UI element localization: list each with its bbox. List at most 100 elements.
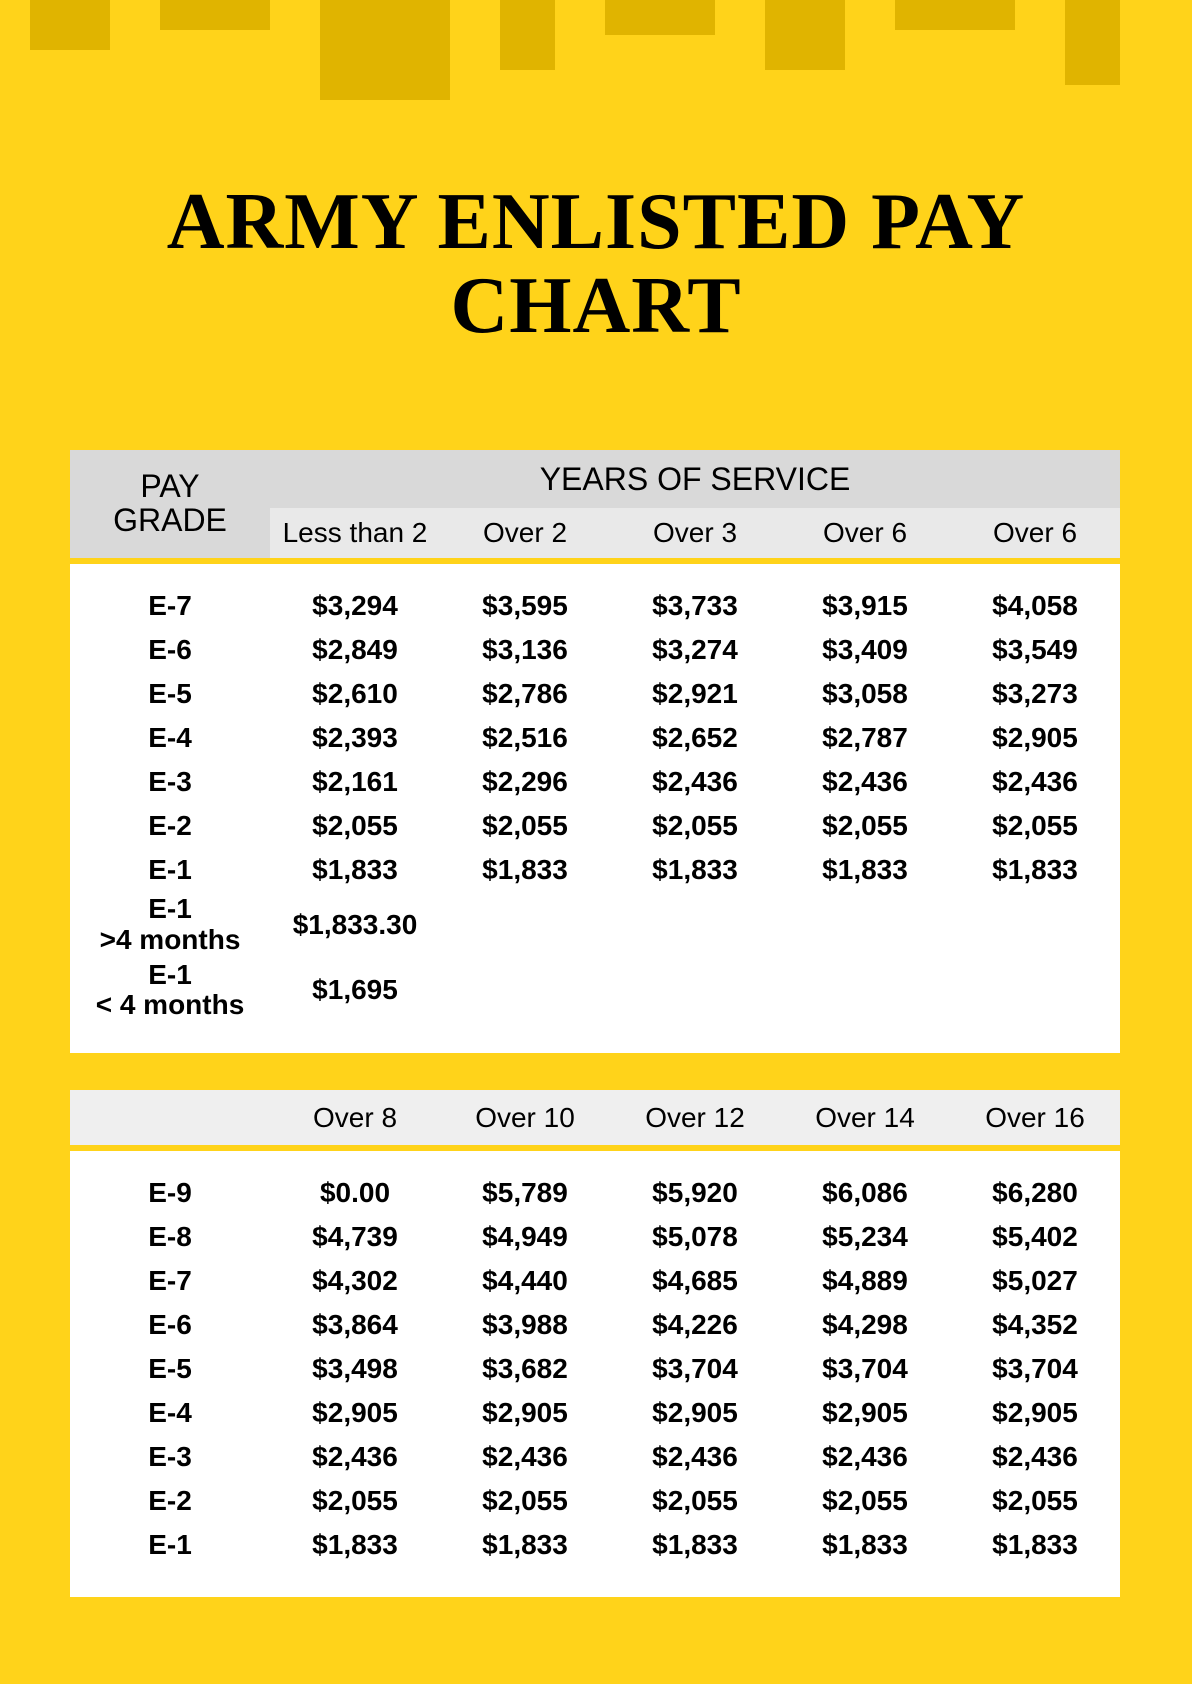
pay-value-cell: $5,234 (780, 1221, 950, 1253)
pay-value-cell: $4,298 (780, 1309, 950, 1341)
decor-block (500, 0, 555, 70)
pay-value-cell: $2,905 (440, 1397, 610, 1429)
pay-value-cell: $4,352 (950, 1309, 1120, 1341)
title-line-1: ARMY ENLISTED PAY (167, 178, 1026, 266)
pay-value-cell: $3,988 (440, 1309, 610, 1341)
decor-block (320, 0, 450, 100)
pay-value-cell: $3,915 (780, 590, 950, 622)
pay-value-cell: $1,695 (270, 974, 440, 1006)
table-row: E-1$1,833$1,833$1,833$1,833$1,833 (70, 848, 1120, 892)
table-row: E-6$2,849$3,136$3,274$3,409$3,549 (70, 628, 1120, 672)
table-row: E-6$3,864$3,988$4,226$4,298$4,352 (70, 1303, 1120, 1347)
pay-value-cell: $6,280 (950, 1177, 1120, 1209)
pay-value-cell: $2,393 (270, 722, 440, 754)
pay-value-cell: $1,833 (610, 854, 780, 886)
pay-value-cell: $3,704 (780, 1353, 950, 1385)
table-row: E-4$2,393$2,516$2,652$2,787$2,905 (70, 716, 1120, 760)
pay-value-cell: $2,905 (950, 722, 1120, 754)
pay-value-cell: $2,055 (440, 810, 610, 842)
pay-grade-cell: E-6 (70, 1308, 270, 1341)
pay-value-cell: $3,294 (270, 590, 440, 622)
decor-block (895, 0, 1015, 30)
pay-value-cell: $2,055 (780, 1485, 950, 1517)
pay-grade-cell: E-4 (70, 1396, 270, 1429)
table-row: E-1< 4 months$1,695 (70, 958, 1120, 1024)
pay-value-cell: $2,610 (270, 678, 440, 710)
pay-value-cell: $2,905 (780, 1397, 950, 1429)
pay-value-cell: $2,296 (440, 766, 610, 798)
pay-grade-cell: E-6 (70, 633, 270, 666)
pay-value-cell: $2,787 (780, 722, 950, 754)
pay-value-cell: $2,436 (610, 1441, 780, 1473)
pay-grade-cell: E-1 (70, 1528, 270, 1561)
table1-col-header: Over 6 (780, 508, 950, 558)
pay-value-cell: $2,055 (270, 1485, 440, 1517)
pay-grade-cell: E-3 (70, 765, 270, 798)
pay-grade-cell: E-5 (70, 1352, 270, 1385)
pay-value-cell: $2,055 (610, 810, 780, 842)
decor-block (1065, 0, 1120, 85)
table-row: E-5$3,498$3,682$3,704$3,704$3,704 (70, 1347, 1120, 1391)
table2-col-header: Over 8 (270, 1090, 440, 1145)
pay-value-cell: $2,436 (780, 1441, 950, 1473)
pay-value-cell: $2,849 (270, 634, 440, 666)
table1-col-header: Over 2 (440, 508, 610, 558)
decor-block (605, 0, 715, 35)
pay-value-cell: $5,789 (440, 1177, 610, 1209)
pay-grade-cell: E-2 (70, 809, 270, 842)
pay-value-cell: $3,274 (610, 634, 780, 666)
table2-blank-header (70, 1090, 270, 1145)
pay-value-cell: $3,273 (950, 678, 1120, 710)
pay-table-2: Over 8Over 10Over 12Over 14Over 16 E-9$0… (70, 1090, 1120, 1597)
pay-value-cell: $2,436 (440, 1441, 610, 1473)
pay-value-cell: $2,161 (270, 766, 440, 798)
pay-value-cell: $3,595 (440, 590, 610, 622)
pay-value-cell: $1,833 (270, 854, 440, 886)
pay-grade-cell: E-5 (70, 677, 270, 710)
pay-grade-cell: E-1>4 months (70, 892, 270, 958)
pay-grade-cell: E-8 (70, 1220, 270, 1253)
pay-value-cell: $1,833 (610, 1529, 780, 1561)
pay-value-cell: $1,833 (950, 854, 1120, 886)
pay-grade-cell: E-4 (70, 721, 270, 754)
pay-value-cell: $2,436 (610, 766, 780, 798)
table1-subheader-row: Less than 2Over 2Over 3Over 6Over 6 (270, 508, 1120, 558)
pay-value-cell: $1,833 (780, 1529, 950, 1561)
pay-table-1: PAY GRADE YEARS OF SERVICE Less than 2Ov… (70, 450, 1120, 1053)
table1-header-row: PAY GRADE YEARS OF SERVICE (70, 450, 1120, 508)
pay-value-cell: $4,058 (950, 590, 1120, 622)
table1-col-header: Over 6 (950, 508, 1120, 558)
pay-value-cell: $2,652 (610, 722, 780, 754)
table-row: E-4$2,905$2,905$2,905$2,905$2,905 (70, 1391, 1120, 1435)
pay-grade-cell: E-7 (70, 589, 270, 622)
decor-block (160, 0, 270, 30)
table-row: E-7$4,302$4,440$4,685$4,889$5,027 (70, 1259, 1120, 1303)
pay-grade-header-l2: GRADE (113, 504, 227, 538)
pay-value-cell: $2,055 (440, 1485, 610, 1517)
table-row: E-3$2,436$2,436$2,436$2,436$2,436 (70, 1435, 1120, 1479)
table2-col-header: Over 16 (950, 1090, 1120, 1145)
table-row: E-1>4 months$1,833.30 (70, 892, 1120, 958)
pay-value-cell: $2,786 (440, 678, 610, 710)
pay-grade-header-l1: PAY (140, 470, 199, 504)
table1-data-block: E-7$3,294$3,595$3,733$3,915$4,058E-6$2,8… (70, 564, 1120, 1053)
table-row: E-3$2,161$2,296$2,436$2,436$2,436 (70, 760, 1120, 804)
pay-value-cell: $6,086 (780, 1177, 950, 1209)
pay-value-cell: $1,833 (950, 1529, 1120, 1561)
pay-value-cell: $3,864 (270, 1309, 440, 1341)
pay-value-cell: $1,833 (270, 1529, 440, 1561)
decor-block (30, 0, 110, 50)
pay-value-cell: $3,058 (780, 678, 950, 710)
pay-value-cell: $1,833.30 (270, 909, 440, 941)
pay-value-cell: $4,949 (440, 1221, 610, 1253)
table-row: E-2$2,055$2,055$2,055$2,055$2,055 (70, 1479, 1120, 1523)
pay-value-cell: $2,055 (950, 810, 1120, 842)
pay-value-cell: $3,704 (950, 1353, 1120, 1385)
decor-block (765, 0, 845, 70)
table2-header-row: Over 8Over 10Over 12Over 14Over 16 (70, 1090, 1120, 1145)
pay-value-cell: $2,055 (780, 810, 950, 842)
pay-value-cell: $3,136 (440, 634, 610, 666)
pay-value-cell: $3,682 (440, 1353, 610, 1385)
pay-grade-cell: E-9 (70, 1176, 270, 1209)
pay-value-cell: $2,905 (950, 1397, 1120, 1429)
